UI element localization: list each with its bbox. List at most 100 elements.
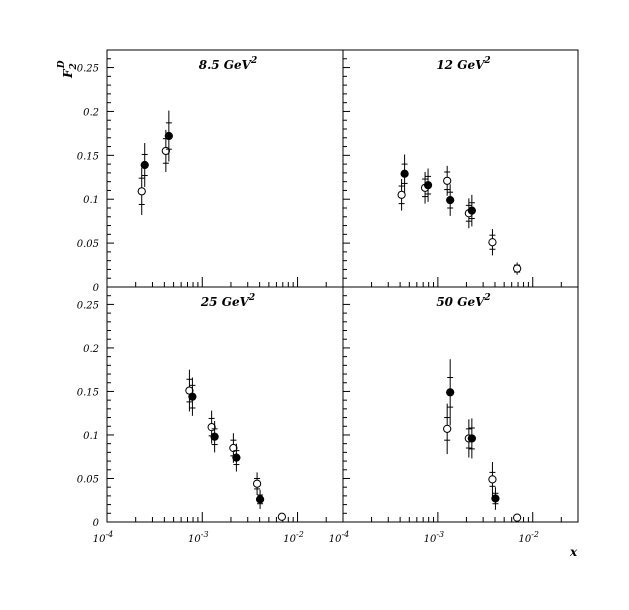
y-tick-label: 0.05 [77,474,99,485]
marker-filled [467,206,476,215]
series-filled [446,359,500,510]
x-tick-label: 10-2 [283,530,304,545]
data-point-open [397,179,406,211]
marker-filled [446,388,455,397]
panel-title-sup: 2 [483,293,490,303]
data-point-filled [140,143,149,187]
data-point-filled [210,421,219,453]
y-tick-label: 0.1 [83,431,99,442]
data-point-filled [467,194,476,227]
data-point-open [443,165,452,196]
data-point-open [488,461,497,497]
marker-open [513,264,522,273]
series-filled [400,154,476,227]
data-point-filled [232,443,241,472]
marker-open [277,512,286,521]
marker-filled [423,181,433,190]
y-tick-label: 0.2 [83,107,99,118]
series-open [137,129,170,216]
marker-open [488,238,497,247]
marker-filled [467,434,476,443]
panels-group: 00.050.10.150.20.25 8.5 GeV2 12 GeV200.050… [77,49,579,545]
panel-title-text: 8.5 GeV [199,58,253,72]
panel-frame [106,49,344,288]
data-point-open [513,262,522,275]
y-tick-label: 0.25 [77,300,99,311]
y-axis-title-sup: D [57,60,67,69]
data-point-open [277,512,286,521]
data-point-filled [164,110,173,162]
panel-frame [342,286,579,523]
panel-title: 25 GeV2 [200,293,255,309]
panel-frame [342,49,579,288]
data-point-open [488,229,497,256]
marker-filled [491,494,500,503]
y-tick-label: 0 [93,283,100,294]
panel-title-text: 12 GeV [436,58,486,72]
marker-open [229,443,238,453]
y-tick-label: 0.2 [83,344,99,355]
y-axis-title-main: F [61,68,75,79]
marker-filled [446,196,455,205]
x-tick-label: 10-3 [424,530,445,545]
data-point-filled [446,359,455,426]
x-axis-title: x [569,545,578,559]
y-tick-label: 0.1 [83,195,99,206]
data-point-filled [491,487,500,510]
marker-open [252,479,262,488]
marker-open [443,424,452,433]
y-tick-label: 0.15 [77,151,99,162]
marker-filled [210,432,219,441]
data-point-filled [446,184,455,216]
marker-filled [232,453,241,462]
marker-filled [188,392,197,401]
data-point-filled [400,154,409,194]
panel-title-text: 25 GeV [200,295,251,309]
y-tick-label: 0.05 [77,239,99,250]
marker-filled [400,169,409,178]
panel-title-sup: 2 [483,56,490,66]
marker-open [488,475,497,484]
marker-filled [255,495,265,504]
panel-1: 0 0.05 0.1 0.15 0.2 0.25 8.5 GeV2 [77,49,344,294]
panel-title-text: 50 GeV [436,295,486,309]
y-tick-label: 0.15 [77,387,99,398]
panel-3: 0 0.05 0.1 0.15 0.2 0.25 10-4 10-3 10-2 25 GeV2 [77,286,344,545]
marker-open [443,176,452,185]
x-tick-label: 10-4 [93,530,114,545]
panel-title: 8.5 GeV2 [199,56,258,72]
y-axis-title: F2D [57,60,79,79]
data-point-filled [423,168,433,202]
panel-frame [106,286,344,523]
data-point-open [513,513,522,522]
panel-2: 12 GeV2 [342,49,579,288]
panel-title-sup: 2 [248,293,255,303]
panel-title: 12 GeV2 [436,56,490,72]
series-open [185,369,286,521]
x-tick-label: 10-3 [188,530,209,545]
data-point-filled [188,377,197,416]
data-point-filled [467,418,476,459]
panel-title-sup: 2 [250,56,257,66]
marker-filled [164,131,173,141]
y-tick-label: 0.25 [77,64,99,75]
panel-4: 10-4 10-3 10-2 50 GeV2 [329,286,579,545]
marker-filled [140,160,149,170]
data-point-open [252,472,262,496]
y-axis-title-sub: 2 [69,63,79,70]
marker-open [137,187,146,196]
series-open [397,165,522,275]
y-tick-label: 0 [93,518,100,529]
x-tick-label: 10-2 [518,530,539,545]
series-filled [140,110,173,187]
panel-title: 50 GeV2 [436,293,490,309]
marker-open [397,190,406,199]
marker-open [513,513,522,522]
data-point-open [443,403,452,455]
x-tick-label: 10-4 [329,530,350,545]
series-filled [188,377,265,509]
data-point-filled [255,489,265,509]
series-open [443,403,522,522]
